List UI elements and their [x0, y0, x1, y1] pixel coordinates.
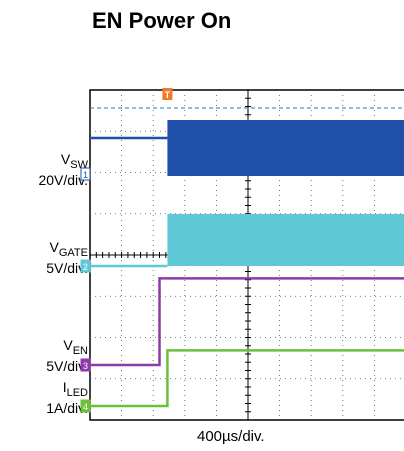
- channel-3-marker-label: 3: [83, 361, 88, 371]
- vgate-symbol: V: [49, 239, 59, 255]
- channel-2-ground-marker: [80, 259, 91, 273]
- vgate-scale: 5V/div.: [46, 259, 88, 276]
- channel-4-ground-marker: [80, 399, 91, 413]
- ven-waveform: [90, 277, 404, 367]
- ven-subscript: EN: [72, 344, 88, 357]
- trigger-marker-label: T: [165, 90, 171, 100]
- channel-1-marker-label: 1: [83, 170, 88, 180]
- vgate-switching-band: [167, 214, 404, 266]
- channel-1-label: VSW 20V/div.: [4, 152, 88, 188]
- channel-4-label: ILED 1A/div.: [4, 380, 88, 416]
- iled-waveform: [90, 349, 404, 408]
- vsw-switching-band: [167, 120, 404, 176]
- time-scale-label: 400µs/div.: [197, 428, 265, 445]
- iled-subscript: LED: [66, 386, 88, 399]
- ven-scale: 5V/div.: [46, 357, 88, 374]
- vsw-scale: 20V/div.: [38, 171, 88, 188]
- vgate-subscript: GATE: [58, 246, 88, 259]
- iled-symbol: I: [62, 379, 67, 395]
- channel-1-ground-marker: [80, 167, 91, 181]
- channel-3-ground-marker: [80, 358, 91, 372]
- iled-scale: 1A/div.: [46, 399, 88, 416]
- trigger-marker: [162, 88, 173, 100]
- channel-4-marker-label: 4: [83, 402, 88, 412]
- vsw-symbol: V: [60, 151, 71, 167]
- channel-2-marker-label: 2: [83, 262, 88, 272]
- chart-title: EN Power On: [92, 8, 232, 33]
- ven-symbol: V: [63, 337, 73, 353]
- channel-2-label: VGATE 5V/div.: [4, 240, 88, 276]
- channel-3-label: VEN 5V/div.: [4, 338, 88, 374]
